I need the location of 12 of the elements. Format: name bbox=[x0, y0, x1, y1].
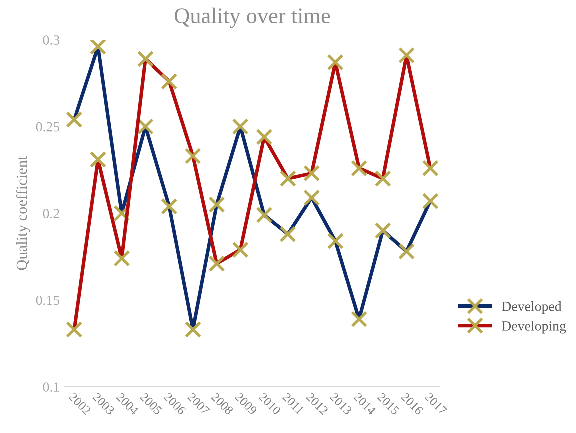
legend-label: Developing bbox=[502, 321, 566, 334]
x-tick-label: 2007 bbox=[187, 392, 210, 416]
x-tick-label: 2017 bbox=[424, 392, 448, 416]
y-tick-label: 0.15 bbox=[36, 296, 60, 306]
y-tick-label: 0.3 bbox=[43, 36, 60, 46]
chart-title: Quality over time bbox=[175, 8, 330, 28]
y-tick-label: 0.1 bbox=[43, 382, 60, 392]
y-axis-title: Quality coefficient bbox=[16, 156, 30, 270]
y-tick-label: 0.2 bbox=[43, 209, 60, 219]
y-tick-label: 0.25 bbox=[36, 122, 60, 132]
x-tick-label: 2009 bbox=[234, 392, 258, 416]
legend-label: Developed bbox=[502, 302, 562, 314]
